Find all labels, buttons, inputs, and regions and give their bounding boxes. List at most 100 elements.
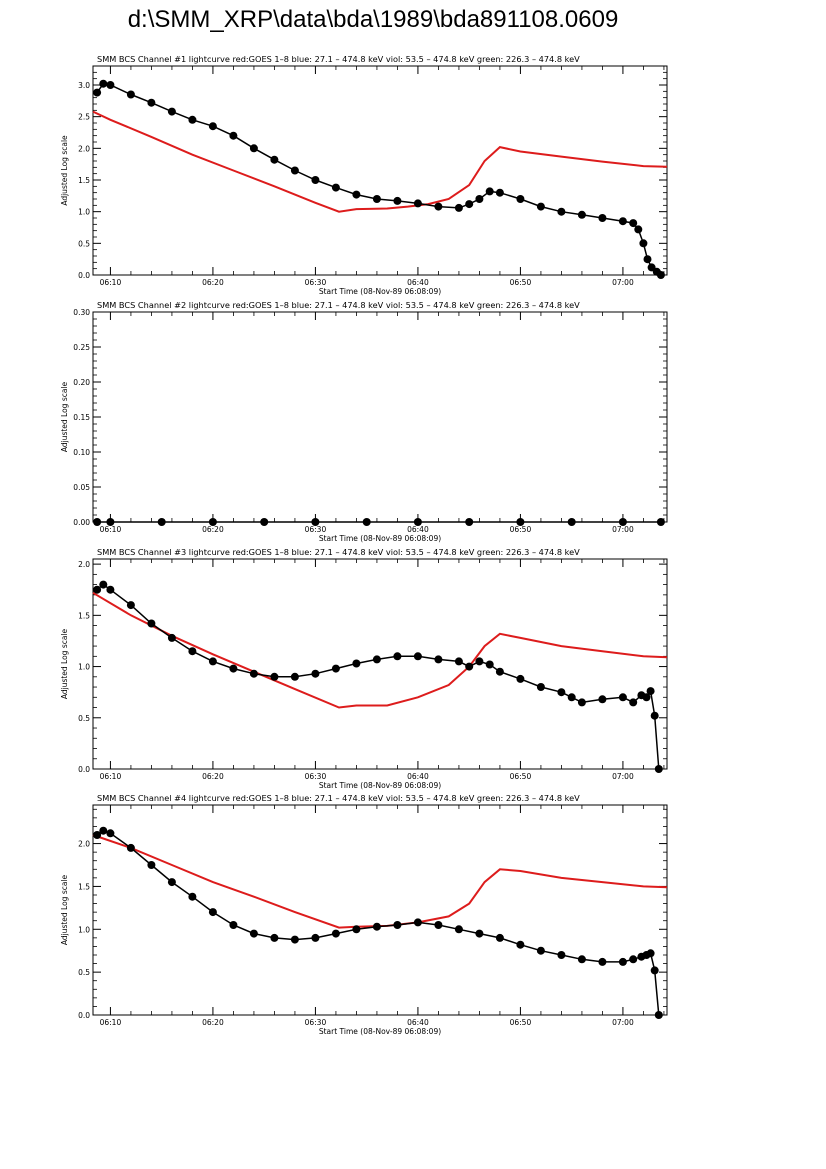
data-point bbox=[413, 652, 422, 661]
data-point bbox=[454, 925, 463, 934]
data-point bbox=[413, 518, 422, 526]
data-point bbox=[646, 687, 655, 696]
x-tick-label: 07:00 bbox=[612, 772, 634, 781]
y-tick-label: 2.0 bbox=[78, 560, 90, 569]
data-point bbox=[311, 669, 320, 678]
data-point bbox=[270, 933, 279, 942]
y-tick-label: 0.15 bbox=[73, 413, 90, 422]
data-point bbox=[536, 202, 545, 211]
series-line bbox=[96, 829, 660, 1016]
data-point bbox=[618, 957, 627, 966]
series-line bbox=[92, 834, 668, 929]
data-point bbox=[147, 861, 156, 869]
data-point bbox=[495, 667, 504, 676]
x-tick-label: 06:50 bbox=[510, 525, 532, 534]
y-tick-label: 0.20 bbox=[73, 378, 90, 387]
data-point bbox=[393, 921, 402, 929]
data-point bbox=[99, 79, 108, 88]
data-point bbox=[495, 188, 504, 197]
data-point bbox=[434, 655, 443, 664]
y-axis-label: Adjusted Log scale bbox=[60, 135, 69, 206]
series-line bbox=[96, 82, 662, 276]
data-point bbox=[516, 674, 525, 683]
data-point bbox=[557, 688, 566, 697]
plot-frame bbox=[92, 311, 668, 523]
chart-title: SMM BCS Channel #2 lightcurve red:GOES 1… bbox=[97, 300, 580, 310]
data-point bbox=[126, 601, 135, 610]
data-point bbox=[147, 98, 156, 107]
x-tick-label: 06:30 bbox=[305, 525, 327, 534]
data-point bbox=[167, 878, 176, 887]
x-tick-label: 06:40 bbox=[407, 525, 429, 534]
data-point bbox=[577, 210, 586, 219]
data-point bbox=[654, 765, 663, 773]
x-tick-label: 06:50 bbox=[510, 1018, 532, 1027]
y-tick-label: 1.0 bbox=[78, 925, 90, 934]
data-point bbox=[536, 946, 545, 955]
plot-frame bbox=[92, 804, 668, 1016]
y-tick-label: 3.0 bbox=[78, 81, 90, 90]
data-point bbox=[352, 190, 361, 199]
x-tick-label: 06:40 bbox=[407, 1018, 429, 1027]
data-point bbox=[629, 955, 638, 964]
y-tick-label: 0.00 bbox=[73, 518, 90, 527]
data-point bbox=[372, 195, 381, 203]
x-tick-label: 06:30 bbox=[305, 278, 327, 287]
data-point bbox=[557, 207, 566, 216]
data-point bbox=[372, 922, 381, 931]
data-point bbox=[516, 518, 525, 526]
data-point bbox=[270, 672, 279, 681]
data-point bbox=[167, 107, 176, 116]
data-point bbox=[99, 580, 108, 589]
x-tick-label: 07:00 bbox=[612, 278, 634, 287]
data-point bbox=[643, 255, 652, 264]
data-point bbox=[567, 693, 576, 702]
y-tick-label: 0.0 bbox=[78, 765, 90, 774]
data-point bbox=[352, 659, 361, 668]
data-point bbox=[311, 933, 320, 942]
plot-frame bbox=[92, 558, 668, 770]
chart-panel-4: SMM BCS Channel #4 lightcurve red:GOES 1… bbox=[60, 793, 668, 1036]
x-axis-label: Start Time (08-Nov-89 06:08:09) bbox=[319, 1027, 441, 1036]
data-point bbox=[270, 155, 279, 164]
data-point bbox=[93, 831, 102, 839]
series-line bbox=[92, 110, 668, 213]
chart-title: SMM BCS Channel #4 lightcurve red:GOES 1… bbox=[97, 793, 580, 803]
data-point bbox=[311, 176, 320, 184]
data-point bbox=[557, 951, 566, 959]
y-tick-label: 1.0 bbox=[78, 208, 90, 217]
data-point bbox=[516, 940, 525, 949]
y-tick-label: 0.5 bbox=[78, 714, 90, 723]
x-tick-label: 06:50 bbox=[510, 278, 532, 287]
data-point bbox=[372, 655, 381, 664]
x-tick-label: 06:20 bbox=[202, 1018, 224, 1027]
x-tick-label: 06:30 bbox=[305, 772, 327, 781]
data-point bbox=[393, 652, 402, 661]
data-point bbox=[516, 195, 525, 203]
y-axis-label: Adjusted Log scale bbox=[60, 628, 69, 699]
series-bcs bbox=[93, 518, 665, 526]
data-point bbox=[656, 271, 665, 279]
x-axis-label: Start Time (08-Nov-89 06:08:09) bbox=[319, 781, 441, 790]
data-point bbox=[475, 929, 484, 938]
data-point bbox=[577, 955, 586, 964]
data-point bbox=[167, 633, 176, 642]
data-point bbox=[188, 892, 197, 901]
y-tick-label: 1.5 bbox=[78, 611, 90, 620]
data-point bbox=[567, 518, 576, 526]
data-point bbox=[413, 918, 422, 927]
series-line bbox=[92, 591, 668, 709]
data-point bbox=[93, 518, 102, 526]
x-tick-label: 07:00 bbox=[612, 1018, 634, 1027]
x-tick-label: 06:20 bbox=[202, 525, 224, 534]
y-tick-label: 2.0 bbox=[78, 840, 90, 849]
data-point bbox=[465, 200, 474, 209]
y-tick-label: 0.0 bbox=[78, 1011, 90, 1020]
y-tick-label: 0.5 bbox=[78, 239, 90, 248]
x-tick-label: 06:10 bbox=[100, 278, 122, 287]
x-tick-label: 06:10 bbox=[100, 772, 122, 781]
data-point bbox=[475, 657, 484, 666]
data-point bbox=[260, 518, 269, 526]
page-title: d:\SMM_XRP\data\bda\1989\bda891108.0609 bbox=[127, 6, 619, 33]
x-tick-label: 06:10 bbox=[100, 1018, 122, 1027]
